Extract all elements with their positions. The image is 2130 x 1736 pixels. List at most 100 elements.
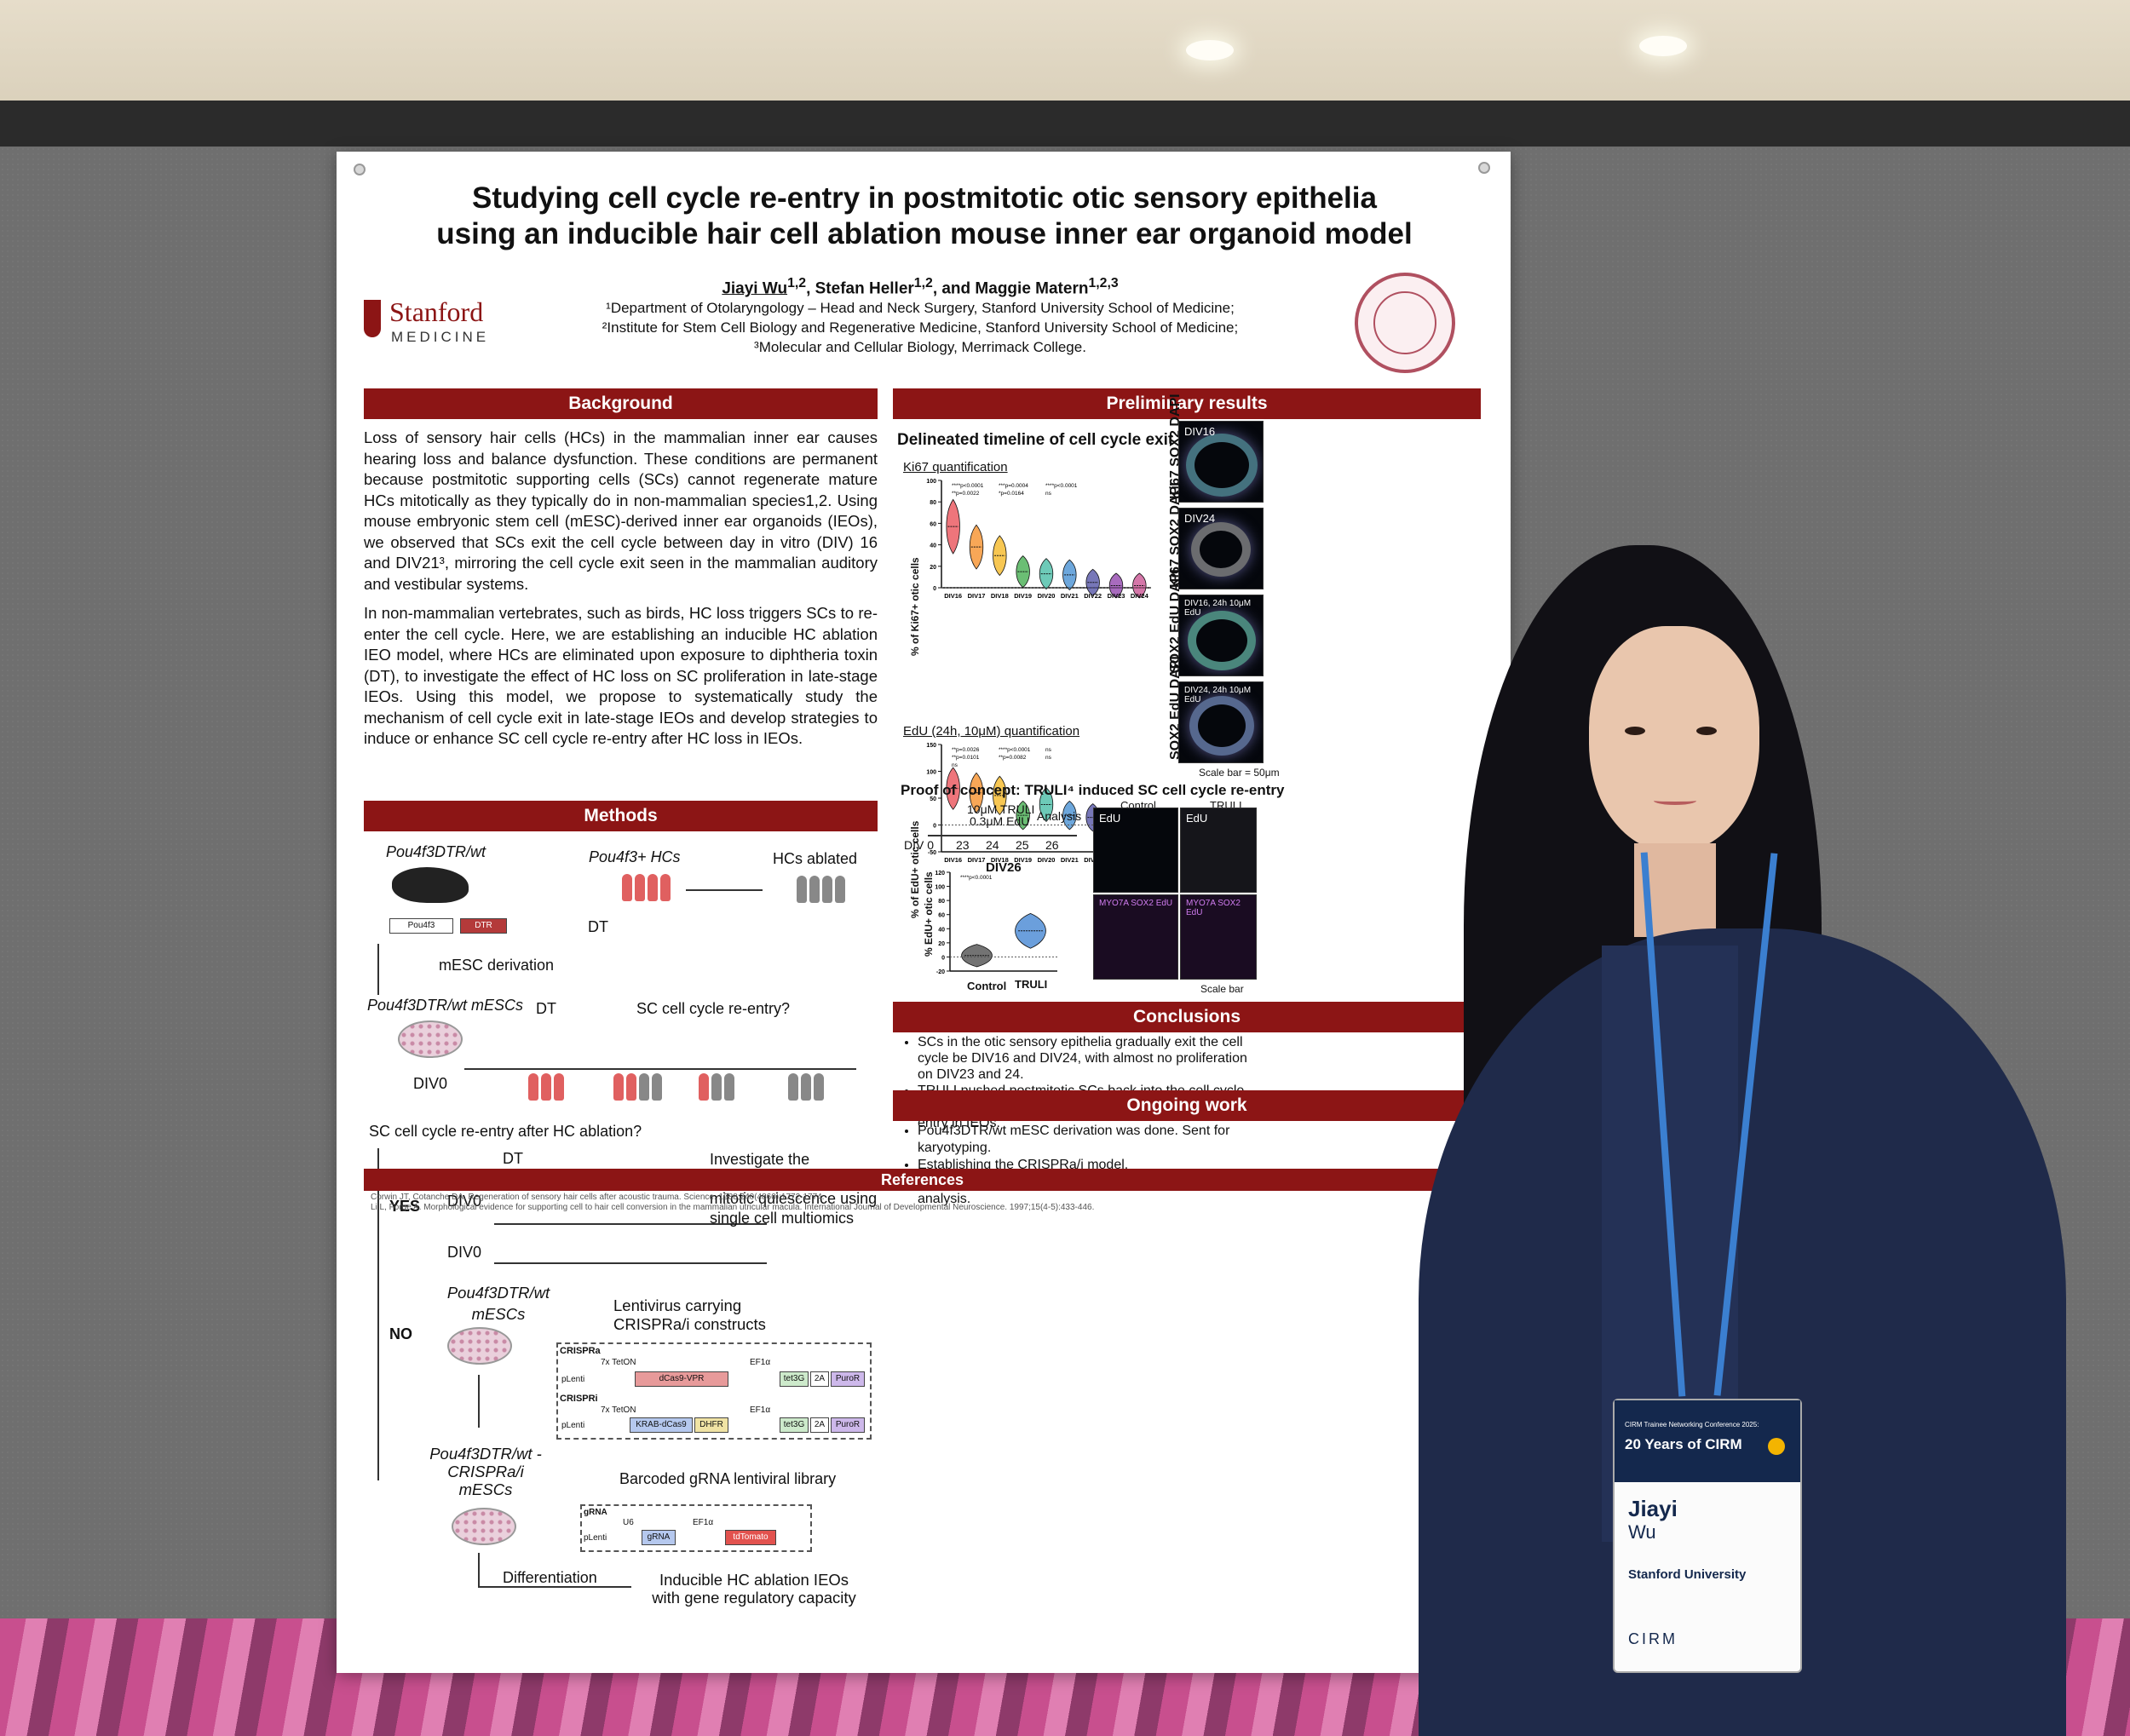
ongoing-item: Establishing the CRISPRa/i model.: [918, 1157, 1250, 1174]
hair-cells: [622, 874, 671, 903]
arrow: [478, 1375, 480, 1428]
puror-block: PuroR: [831, 1417, 865, 1433]
div0-label: DIV0: [413, 1075, 448, 1092]
arrow: [478, 1553, 480, 1587]
image-label: DIV24, 24h 10μM EdU: [1184, 686, 1252, 704]
ki67-ylabel: % of Ki67+ otic cells: [909, 557, 921, 656]
plenti-label: pLenti: [561, 1421, 585, 1430]
timeline-day: 26: [1045, 838, 1059, 852]
x-tick-label: DIV22: [1084, 592, 1102, 600]
plenti-label: pLenti: [561, 1375, 585, 1384]
hc-label: Pou4f3+ HCs: [589, 848, 681, 865]
first-author: Jiayi Wu: [722, 279, 788, 298]
analysis-label: Analysis: [1037, 809, 1082, 823]
microscopy-image: MYO7A SOX2 EdU: [1093, 894, 1178, 980]
background-paragraph: Loss of sensory hair cells (HCs) in the …: [364, 428, 878, 593]
x-tick-label: DIV20: [1038, 856, 1056, 864]
name-badge: CIRM Trainee Networking Conference 2025:…: [1613, 1399, 1802, 1673]
truli-xlabel: TRULI: [1015, 978, 1048, 991]
crispr-mescs-label: Pou4f3DTR/wt mESCs: [446, 1284, 550, 1323]
badge-org: Stanford University: [1628, 1567, 1747, 1582]
x-tick-label: DIV18: [991, 856, 1009, 864]
significance-label: ****p<0.0001: [1045, 483, 1078, 489]
y-tick-label: 60: [930, 521, 936, 527]
stanford-medicine-logo: Stanford MEDICINE: [364, 296, 521, 348]
plenti-label: pLenti: [584, 1533, 607, 1543]
image-label: MYO7A SOX2 EdU: [1099, 899, 1173, 908]
violin-mark: [961, 944, 993, 968]
yes-label: YES: [389, 1198, 421, 1215]
significance-label: ns: [952, 762, 958, 768]
ef1a-label: EF1α: [750, 1358, 771, 1367]
research-poster: Studying cell cycle re-entry in postmito…: [337, 152, 1511, 1673]
edu-dose: 0.3μM EdU: [970, 814, 1030, 828]
significance-label: ****p<0.0001: [999, 747, 1031, 753]
push-pin-icon: [1478, 162, 1490, 174]
y-tick-label: 20: [938, 941, 945, 947]
y-tick-label: 0: [933, 586, 936, 592]
significance-label: **p=0.0026: [952, 747, 980, 753]
background-header: Background: [364, 388, 878, 419]
x-tick-label: DIV24: [1131, 592, 1149, 600]
grna-box-label: gRNA: [584, 1508, 607, 1517]
ongoing-item: Pou4f3DTR/wt mESC derivation was done. S…: [918, 1123, 1250, 1157]
timeline-axis: [494, 1223, 767, 1225]
x-tick-label: DIV18: [991, 592, 1009, 600]
microscopy-image: DIV16, 24h 10μM EdU: [1178, 595, 1264, 676]
badge-last-name: Wu: [1628, 1521, 1656, 1543]
authors: Jiayi Wu1,2, Stefan Heller1,2, and Maggi…: [532, 276, 1308, 298]
dhfr-block: DHFR: [694, 1417, 728, 1433]
sc-reentry-question: SC cell cycle re-entry?: [636, 1000, 791, 1017]
image-label: DIV16: [1184, 425, 1216, 438]
y-tick-label: 100: [926, 479, 936, 485]
conclusion-item: SCs in the otic sensory epithelia gradua…: [918, 1034, 1250, 1083]
author: , and Maggie Matern: [932, 279, 1089, 298]
significance-label: **p=0.0022: [952, 491, 980, 497]
reference-item: Li L, Forge A. Morphological evidence fo…: [371, 1203, 1095, 1212]
x-tick-label: DIV17: [968, 856, 986, 864]
significance-label: ns: [1045, 747, 1052, 753]
x-tick-label: DIV22: [1084, 856, 1102, 864]
affil-sup: 1,2,3: [1088, 276, 1119, 290]
conclusions-header: Conclusions: [893, 1002, 1481, 1032]
image-label: MYO7A SOX2 EdU: [1186, 899, 1241, 917]
truli-dose: 10μM TRULI: [967, 802, 1035, 816]
significance-label: ns: [1045, 755, 1052, 761]
affiliation: ¹Department of Otolaryngology – Head and…: [606, 300, 1235, 316]
author: , Stefan Heller: [806, 279, 914, 298]
affiliations: ¹Department of Otolaryngology – Head and…: [532, 298, 1308, 357]
significance-label: ****p<0.0001: [952, 483, 984, 489]
significance-label: **p=0.0101: [952, 755, 980, 761]
dt-label: DT: [588, 918, 608, 935]
logo-sub: MEDICINE: [391, 329, 490, 345]
references-header: References: [364, 1169, 1481, 1191]
y-tick-label: 80: [938, 899, 945, 905]
title-line: Studying cell cycle re-entry in postmito…: [472, 181, 1377, 215]
reference-item: Corwin JT, Cotanche DA. Regeneration of …: [371, 1193, 825, 1202]
shield-icon: [364, 300, 381, 337]
y-tick-label: -50: [928, 850, 936, 856]
mouse-icon: [392, 867, 469, 903]
y-tick-label: 120: [935, 871, 945, 877]
ablated-cells: [797, 876, 845, 905]
culture-plate-icon: [447, 1327, 512, 1365]
differentiation-label: Differentiation: [503, 1569, 597, 1586]
tetop-label: 7x TetON: [601, 1358, 636, 1367]
hcs-ablated-label: HCs ablated: [773, 850, 858, 867]
x-tick-label: DIV19: [1014, 856, 1032, 864]
y-tick-label: 40: [930, 543, 936, 549]
timeline-day: 24: [986, 838, 999, 852]
image-label: DIV24: [1184, 512, 1216, 525]
div0-label: DIV0: [447, 1244, 482, 1261]
person-face: [1589, 626, 1759, 852]
y-tick-label: 100: [935, 885, 945, 891]
ablation-question: SC cell cycle re-entry after HC ablation…: [369, 1123, 642, 1140]
div0-label: DIV0: [447, 1193, 482, 1210]
inducible-label: Inducible HC ablation IEOs with gene reg…: [652, 1571, 856, 1607]
tet3g-block: tet3G: [780, 1371, 809, 1387]
ongoing-list: Pou4f3DTR/wt mESC derivation was done. S…: [901, 1123, 1250, 1208]
badge-years: 20 Years of CIRM: [1625, 1436, 1742, 1452]
arrow: [686, 889, 763, 891]
div26-violin-chart: -20 0 20 40 60 80 100 120 ****p<0.0001: [935, 871, 1057, 975]
ef1a-label: EF1α: [750, 1405, 771, 1415]
